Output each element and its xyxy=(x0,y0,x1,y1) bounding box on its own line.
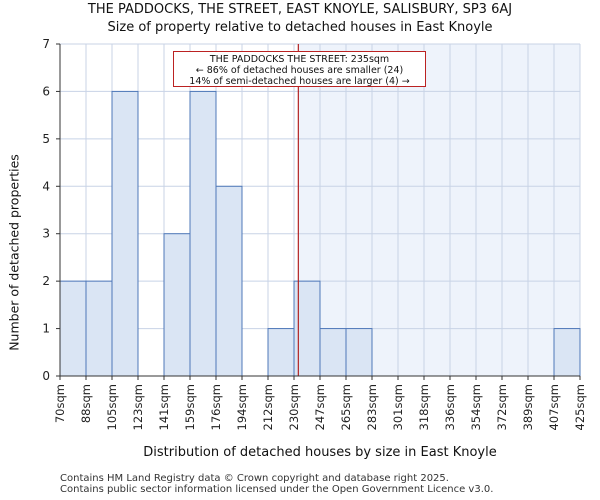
x-tick-label: 407sqm xyxy=(547,384,561,430)
histogram-bar xyxy=(189,90,217,377)
y-tick-label: 5 xyxy=(42,132,50,146)
x-tick-label: 141sqm xyxy=(157,384,171,430)
histogram-bar xyxy=(553,328,581,377)
x-tick-label: 301sqm xyxy=(391,384,405,430)
x-tick-label: 70sqm xyxy=(53,384,67,423)
x-tick-label: 265sqm xyxy=(339,384,353,430)
histogram-bar xyxy=(215,185,243,377)
chart-title: THE PADDOCKS, THE STREET, EAST KNOYLE, S… xyxy=(87,2,513,17)
x-tick-label: 230sqm xyxy=(287,384,301,430)
x-tick-label: 389sqm xyxy=(521,384,535,430)
x-tick-label: 159sqm xyxy=(183,384,197,430)
x-tick-label: 123sqm xyxy=(131,384,145,430)
property-annotation-box: THE PADDOCKS THE STREET: 235sqm ← 86% of… xyxy=(173,51,426,87)
x-tick-label: 194sqm xyxy=(235,384,249,430)
x-tick-label: 283sqm xyxy=(365,384,379,430)
x-tick-label: 318sqm xyxy=(417,384,431,430)
x-tick-label: 336sqm xyxy=(443,384,457,430)
y-tick-label: 7 xyxy=(42,37,50,51)
footer-line-2: Contains public sector information licen… xyxy=(60,484,494,495)
x-tick-label: 105sqm xyxy=(105,384,119,430)
x-tick-label: 372sqm xyxy=(495,384,509,430)
histogram-bar xyxy=(267,328,295,377)
x-tick-label: 176sqm xyxy=(209,384,223,430)
x-tick-label: 354sqm xyxy=(469,384,483,430)
histogram-bar xyxy=(85,280,113,377)
footer-attribution: Contains HM Land Registry data © Crown c… xyxy=(60,473,493,495)
histogram-bar xyxy=(319,328,347,377)
y-tick-label: 4 xyxy=(42,179,50,193)
y-tick-label: 2 xyxy=(42,274,50,288)
x-tick-label: 212sqm xyxy=(261,384,275,430)
chart-subtitle: Size of property relative to detached ho… xyxy=(107,20,493,35)
histogram-bar xyxy=(59,280,87,377)
histogram-bar xyxy=(111,90,139,377)
annotation-line-3: 14% of semi-detached houses are larger (… xyxy=(189,76,410,87)
annotation-line-2: ← 86% of detached houses are smaller (24… xyxy=(195,65,404,76)
footer-line-1: Contains HM Land Registry data © Crown c… xyxy=(60,473,449,484)
x-tick-label: 425sqm xyxy=(573,384,587,430)
larger-region-shade xyxy=(298,44,580,376)
histogram-bar xyxy=(345,328,373,377)
x-tick-label: 88sqm xyxy=(79,384,93,423)
annotation-line-1: THE PADDOCKS THE STREET: 235sqm xyxy=(209,54,390,65)
x-tick-label: 247sqm xyxy=(313,384,327,430)
y-tick-label: 1 xyxy=(42,322,50,336)
y-tick-label: 3 xyxy=(42,227,50,241)
x-axis-label: Distribution of detached houses by size … xyxy=(143,445,497,460)
y-axis-label: Number of detached properties xyxy=(6,154,22,351)
y-tick-label: 0 xyxy=(42,369,50,383)
histogram-bar xyxy=(163,233,191,377)
y-tick-label: 6 xyxy=(42,84,50,98)
